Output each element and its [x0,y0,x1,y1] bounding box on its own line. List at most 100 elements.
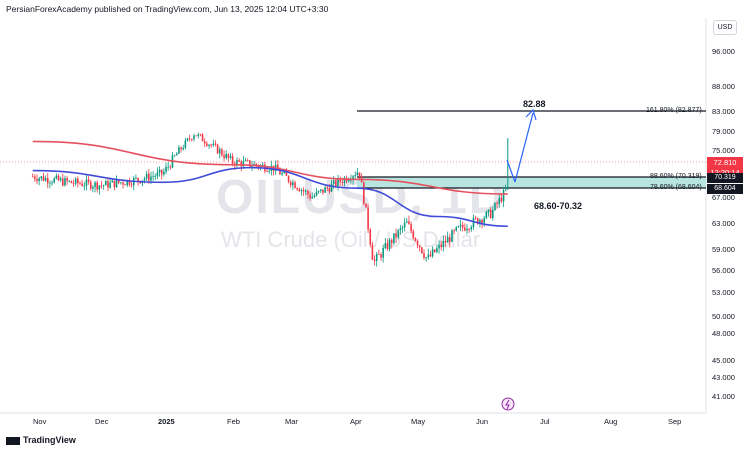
candle [425,257,427,259]
x-tick: Sep [668,417,682,426]
candle [83,185,86,187]
y-tick: 75.000 [712,146,735,155]
candle [442,240,445,248]
x-tick: 2025 [158,417,175,426]
candle [221,149,223,156]
candle [175,153,178,156]
candle [206,143,208,146]
candle [148,173,150,181]
candle [126,180,129,186]
candle [208,144,210,146]
candle [300,190,303,192]
candle [455,226,458,231]
candle [474,217,477,219]
candle [277,164,279,171]
candle [34,176,36,180]
candle [143,178,146,181]
x-tick: Nov [33,417,47,426]
candle [459,224,462,227]
candle [461,224,464,228]
candle [388,239,391,249]
y-tick: 79.000 [712,127,735,136]
lightning-icon [505,399,510,410]
candle [74,178,77,184]
currency-label[interactable]: USD [713,20,737,35]
logo-text: TradingView [23,435,76,445]
candle [466,228,468,231]
candle [337,178,339,187]
candle [53,178,56,183]
candle [375,253,378,261]
candle [427,254,430,258]
candle [77,178,79,184]
candle [287,175,290,182]
candle [309,194,311,199]
zone-annotation: 68.60-70.32 [534,201,583,211]
candle [261,164,264,166]
candle [87,179,90,182]
candle [373,259,376,261]
projection-arrow-down [506,159,516,183]
candle [483,218,486,223]
candle [178,147,180,154]
candle [94,182,96,188]
candle [70,180,73,184]
candle [302,190,305,192]
candle [268,170,271,172]
fib-zone-fill [357,177,706,188]
fib-tag-886: 70.319 [707,173,743,183]
fib-tag-786: 68.604 [707,184,743,194]
candle [55,175,58,179]
candles-group [31,132,509,267]
x-tick: Dec [95,417,109,426]
candle [158,169,161,173]
candle [492,210,494,219]
candle [281,173,283,175]
candle [49,182,51,184]
candle [470,227,473,230]
candle [399,228,402,231]
candle [195,135,197,137]
candle [152,176,154,178]
candle [115,179,118,188]
candle [251,166,253,167]
x-tick: Feb [227,417,240,426]
candle [81,183,83,186]
candle [328,188,331,192]
candle [266,171,268,172]
candle [62,178,64,186]
candle [154,176,157,178]
candle [332,180,335,184]
tradingview-logo-icon [6,436,20,445]
candle [304,190,307,192]
candle [410,224,412,232]
y-tick: 88.000 [712,82,735,91]
candle [502,190,505,202]
candle [313,195,316,198]
candle [438,244,440,249]
y-tick: 50.000 [712,312,735,321]
y-tick: 59.000 [712,245,735,254]
candle [498,197,501,204]
y-tick: 43.000 [712,373,735,382]
arrowhead-icon [525,108,537,121]
candle [66,178,68,182]
candle [433,249,436,253]
candle [173,155,176,157]
tradingview-logo[interactable]: TradingView [6,435,76,445]
candle [145,173,148,179]
candle [489,209,492,219]
candle [423,253,425,258]
candle [150,176,152,181]
candle [397,230,400,238]
y-tick: 63.000 [712,219,735,228]
candle [500,197,503,202]
fib-label-886: 88.60% (70.319) [650,173,702,180]
candle [322,189,324,193]
candle [324,187,326,193]
last-price-tag: 72.810 12:20:14 [707,157,743,178]
y-tick: 41.000 [712,392,735,401]
moving-average-red [32,140,508,195]
candle [249,160,251,167]
